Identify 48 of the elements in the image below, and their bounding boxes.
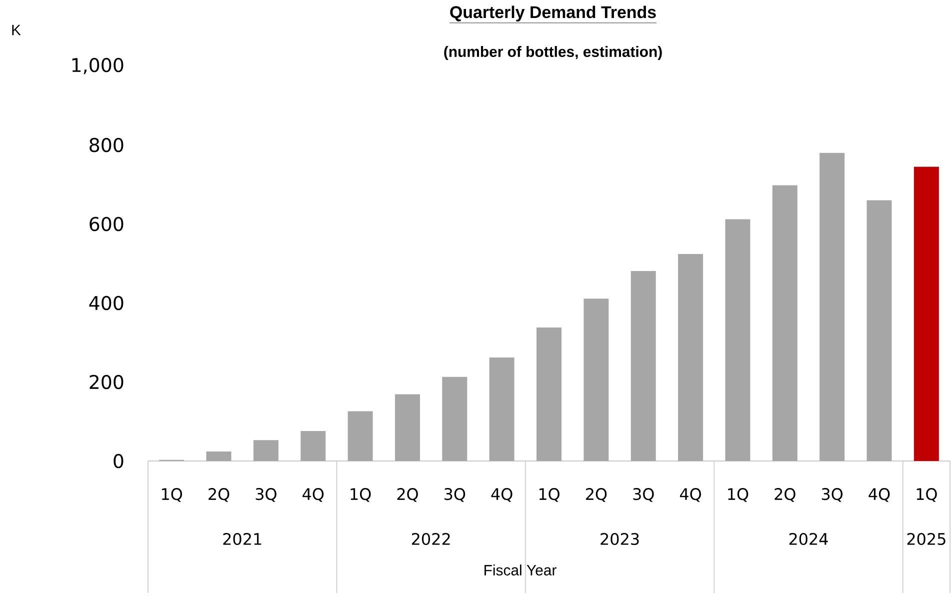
x-tick-label: 1Q bbox=[162, 488, 182, 502]
bar bbox=[489, 358, 514, 461]
x-tick-label: 4Q bbox=[302, 488, 324, 502]
text: 2022 bbox=[412, 532, 450, 546]
y-tick-label: 600 bbox=[90, 216, 124, 232]
text: 2025 bbox=[907, 532, 946, 546]
x-tick-label: 2Q bbox=[208, 488, 230, 502]
bar bbox=[394, 394, 420, 461]
bar bbox=[253, 440, 278, 461]
bar bbox=[536, 327, 562, 461]
x-tick-label: 3Q bbox=[444, 488, 466, 502]
bar bbox=[866, 200, 892, 461]
y-tick-label: 200 bbox=[90, 374, 124, 390]
x-tick-label: 4Q bbox=[491, 488, 512, 502]
x-tick-label: 1Q bbox=[728, 488, 748, 502]
y-tick-label: 800 bbox=[90, 138, 124, 152]
bar bbox=[678, 254, 704, 461]
x-tick-label: 4Q bbox=[680, 488, 701, 502]
chart-title: Quarterly Demand Trends bbox=[450, 6, 656, 22]
y-tick-label: 400 bbox=[89, 296, 124, 310]
x-tick-label: 4Q bbox=[868, 488, 890, 502]
bar bbox=[442, 376, 468, 461]
x-tick-label: 2Q bbox=[586, 488, 607, 502]
x-tick-label: 1Q bbox=[539, 488, 560, 502]
y-tick-label: 1,000 bbox=[72, 58, 124, 74]
bar bbox=[725, 219, 750, 461]
bar bbox=[772, 185, 798, 461]
y-tick-label: 0 bbox=[114, 454, 124, 468]
bar bbox=[914, 166, 939, 461]
chart-subtitle: (number of bottles, estimation) bbox=[444, 46, 662, 60]
text: 2024 bbox=[789, 532, 828, 546]
bar bbox=[820, 152, 845, 461]
text: 2023 bbox=[600, 532, 639, 546]
x-tick-label: 3Q bbox=[256, 488, 276, 502]
bar bbox=[584, 298, 609, 461]
x-tick-label: 1Q bbox=[350, 488, 371, 502]
y-axis-title: K bbox=[12, 24, 21, 36]
bar bbox=[206, 452, 232, 461]
x-tick-label: 3Q bbox=[822, 488, 843, 502]
text: 2021 bbox=[223, 532, 262, 546]
x-tick-label: 1Q bbox=[916, 488, 937, 502]
x-axis-title: Fiscal Year bbox=[484, 564, 556, 576]
x-tick-label: 2Q bbox=[774, 488, 796, 502]
bar bbox=[348, 411, 373, 461]
bar bbox=[630, 271, 656, 461]
x-tick-label: 2Q bbox=[397, 488, 418, 502]
x-tick-label: 3Q bbox=[633, 488, 654, 502]
bar bbox=[300, 430, 326, 461]
